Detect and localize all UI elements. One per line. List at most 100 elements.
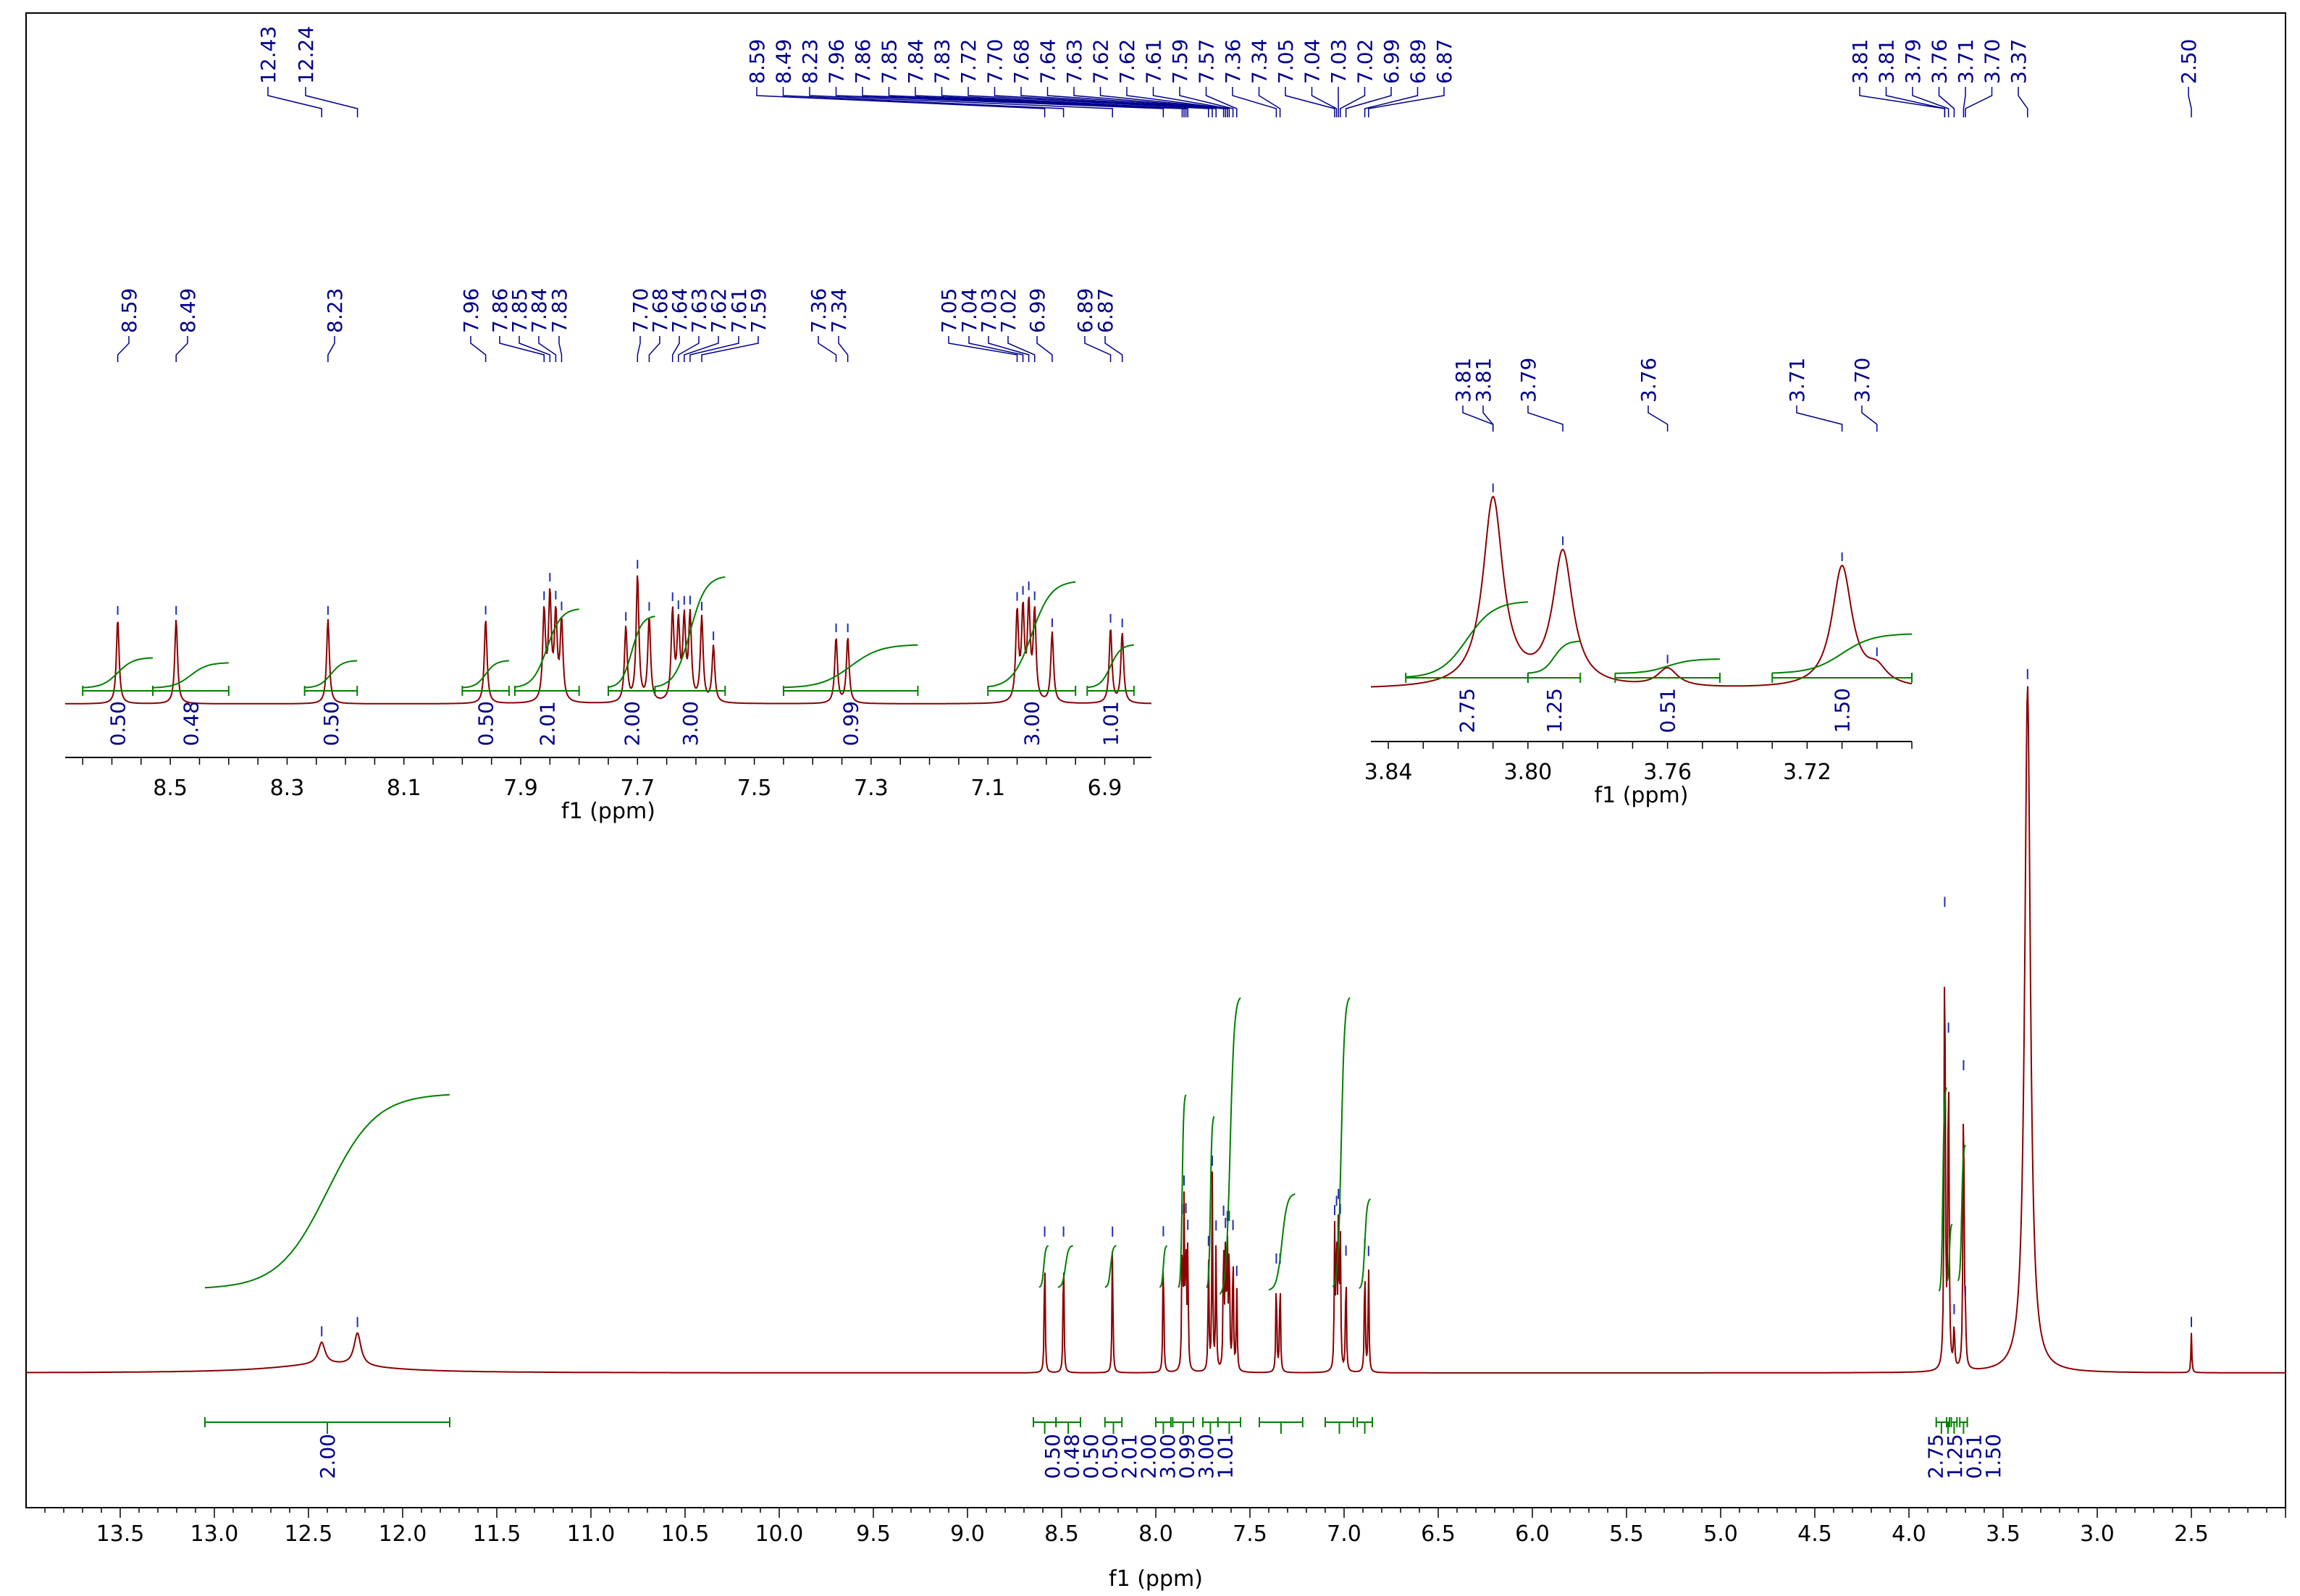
peak-label: 6.99 [1380,39,1403,84]
inset-integral-curve [988,582,1075,687]
main-tick-label: 3.0 [2080,1521,2115,1547]
peak-label: 7.02 [1353,39,1377,84]
peak-label: 7.63 [1062,39,1086,84]
main-tick-label: 8.0 [1138,1521,1173,1547]
peak-label-leader [1886,87,1945,117]
inset-peak-label-leader [328,336,335,362]
peak-label: 7.86 [851,39,875,84]
main-tick-label: 8.5 [1044,1521,1079,1547]
inset-tick-label: 7.9 [503,776,538,801]
inset-peak-label-leader [702,336,758,362]
inset-integral-curve [153,663,229,687]
inset-tick-label: 3.80 [1503,760,1552,785]
peak-label: 3.81 [1848,39,1872,84]
main-integral-curve [1058,1246,1073,1287]
peak-label: 12.24 [294,26,318,84]
inset-tick-label: 7.5 [737,776,772,801]
inset-peak-label: 7.59 [747,288,771,333]
peak-label: 7.85 [878,39,902,84]
inset-peak-label-leader [649,336,660,362]
peak-label: 7.61 [1142,39,1166,84]
inset-tick-label: 8.1 [387,776,421,801]
peak-label: 7.36 [1221,39,1245,84]
main-integral-curve [1269,1194,1295,1290]
inset-integral-curve [1528,642,1580,673]
peak-label: 7.03 [1327,39,1351,84]
peak-label: 3.70 [1981,39,2005,84]
peak-label: 7.57 [1195,39,1219,84]
inset-peak-label-leader [1648,406,1668,432]
inset-peak-label-leader [1085,336,1111,362]
inset-integral-value: 2.01 [535,701,559,746]
peak-label-leader [268,87,322,117]
peak-label-leader [1285,87,1335,117]
inset-peak-label-leader [118,336,129,362]
inset-peak-label-leader [1528,406,1563,432]
peak-label-leader [306,87,358,117]
inset-tick-label: 3.84 [1364,760,1413,785]
inset-peak-label-leader [559,336,561,362]
peak-label: 7.62 [1089,39,1113,84]
inset-peak-label-leader [539,336,555,362]
main-tick-label: 6.5 [1421,1521,1456,1547]
inset-x-axis-label: f1 (ppm) [561,799,655,824]
peak-label-leader [1369,87,1444,117]
inset-peak-label: 8.23 [323,288,347,333]
main-tick-label: 9.0 [950,1521,985,1547]
peak-label: 3.81 [1875,39,1899,84]
integral-value: 1.50 [1981,1434,2005,1479]
main-tick-label: 10.0 [755,1521,804,1547]
inset-integral-value: 0.50 [474,701,498,746]
inset-peak-label: 7.96 [459,288,483,333]
main-integral-curve [1220,998,1241,1294]
main-tick-label: 10.5 [661,1521,710,1547]
inset-integral-curve [462,660,509,687]
main-tick-label: 13.0 [190,1521,239,1547]
inset-integral-value: 0.50 [319,701,343,746]
peak-label: 6.87 [1432,39,1456,84]
peak-label: 7.34 [1248,39,1272,84]
inset-integral-value: 1.50 [1831,688,1855,733]
peak-label: 7.84 [904,39,928,84]
inset-tick-label: 7.7 [620,776,655,801]
main-tick-label: 12.5 [285,1521,333,1547]
peak-label: 8.49 [772,39,796,84]
peak-label: 7.04 [1301,39,1325,84]
inset-integral-curve [1087,645,1134,688]
main-tick-label: 5.5 [1609,1521,1644,1547]
inset-peak-label: 7.34 [827,288,851,333]
peak-label: 7.05 [1274,39,1298,84]
peak-label: 7.59 [1168,39,1192,84]
inset-peak-label: 7.02 [996,288,1020,333]
inset-integral-value: 2.00 [620,701,644,746]
inset-integral-value: 2.75 [1456,688,1480,733]
inset-peak-label-leader [637,336,640,362]
inset-peak-label: 3.76 [1637,358,1661,403]
main-x-axis-label: f1 (ppm) [1109,1566,1203,1592]
peak-label: 7.72 [957,39,981,84]
inset-peak-label: 6.99 [1025,288,1049,333]
main-tick-label: 2.5 [2174,1521,2209,1547]
peak-label: 3.79 [1901,39,1925,84]
inset-integral-value: 3.00 [1020,701,1044,746]
peak-label: 7.68 [1010,39,1033,84]
main-tick-label: 7.5 [1233,1521,1267,1547]
inset-integral-value: 0.51 [1656,688,1680,733]
peak-label: 6.89 [1406,39,1430,84]
inset-peak-label-leader [1008,336,1035,362]
inset-peak-label-leader [839,336,848,362]
integral-value: 2.00 [316,1434,340,1479]
peak-label-leader [2188,87,2191,117]
inset-peak-label: 6.87 [1094,288,1117,333]
inset-tick-label: 8.5 [153,776,188,801]
peak-label: 3.76 [1928,39,1952,84]
inset-peak-label-leader [471,336,486,362]
inset-peak-label: 8.59 [117,288,141,333]
peak-label: 7.83 [931,39,954,84]
inset-peak-label-leader [818,336,836,362]
peak-label-leader [1340,87,1365,117]
